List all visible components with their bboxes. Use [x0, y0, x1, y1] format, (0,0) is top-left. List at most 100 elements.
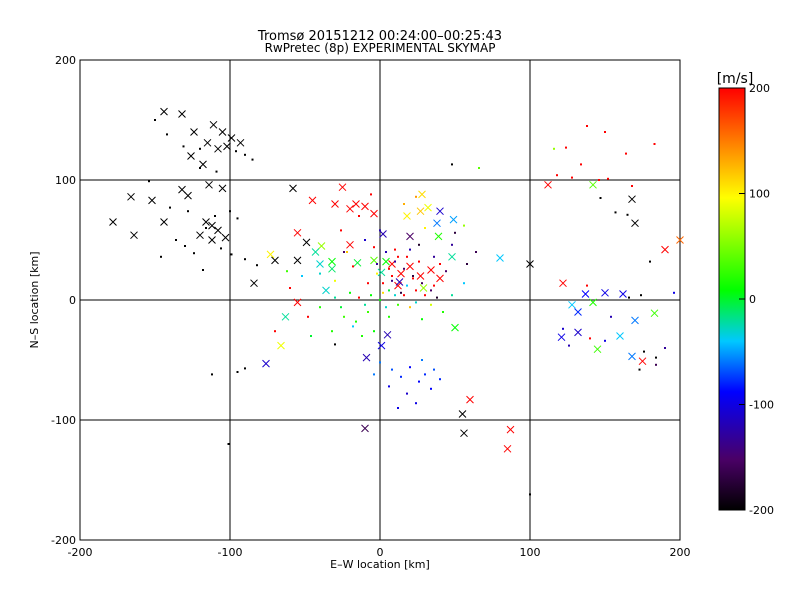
data-point-dot — [364, 303, 366, 306]
data-point-dot — [340, 306, 342, 309]
data-point-x-marker — [436, 207, 444, 216]
x-tick-label: 200 — [670, 546, 691, 559]
data-point-dot — [376, 272, 378, 275]
data-point-dot — [148, 180, 150, 183]
data-point-dot — [349, 291, 351, 294]
x-tick-label: -100 — [218, 546, 243, 559]
data-point-dot — [529, 493, 531, 496]
colorbar-tick-label: 100 — [749, 188, 770, 201]
data-point-dot — [604, 339, 606, 342]
data-point-dot — [346, 251, 348, 253]
data-point-x-marker — [466, 395, 474, 404]
data-point-dot — [598, 179, 600, 181]
data-point-x-marker — [178, 185, 186, 194]
data-point-dot — [274, 330, 276, 333]
data-point-x-marker — [302, 238, 311, 247]
data-point-x-marker — [209, 120, 218, 129]
data-point-dot — [334, 296, 336, 299]
data-point-x-marker — [418, 190, 426, 199]
data-point-dot — [220, 247, 222, 250]
data-point-dot — [653, 143, 656, 145]
data-point-dot — [358, 296, 360, 299]
data-point-dot — [343, 251, 345, 253]
data-point-x-marker — [589, 298, 597, 307]
data-point-dot — [478, 167, 480, 169]
data-point-dot — [424, 373, 426, 376]
data-point-dot — [379, 229, 381, 232]
data-point-x-marker — [676, 236, 684, 244]
data-point-dot — [475, 251, 477, 253]
data-point-dot — [614, 211, 617, 214]
data-point-dot — [406, 284, 408, 287]
data-point-x-marker — [214, 226, 222, 235]
data-point-x-marker — [419, 284, 428, 292]
data-point-dot — [331, 330, 333, 333]
data-point-dot — [415, 402, 417, 405]
data-point-dot — [256, 264, 258, 267]
data-point-dot — [553, 147, 555, 150]
data-point-dot — [251, 158, 254, 161]
data-point-x-marker — [581, 290, 590, 298]
y-tick-label: 200 — [55, 54, 76, 67]
data-point-dot — [182, 145, 185, 148]
data-point-x-marker — [631, 316, 639, 325]
data-point-dot — [370, 294, 372, 297]
data-point-dot — [202, 269, 204, 271]
data-point-dot — [235, 150, 237, 153]
data-point-x-marker — [434, 232, 443, 241]
data-point-dot — [433, 284, 435, 287]
data-point-dot — [391, 279, 393, 282]
data-point-x-marker — [316, 260, 324, 268]
data-point-x-marker — [293, 228, 302, 237]
data-point-dot — [433, 255, 435, 258]
data-point-x-marker — [395, 278, 404, 286]
data-point-dot — [373, 373, 375, 376]
data-point-dot — [463, 282, 465, 285]
data-point-dot — [580, 163, 582, 166]
data-point-dot — [379, 299, 381, 301]
colorbar-tick-label: -200 — [749, 504, 774, 517]
data-point-dot — [352, 265, 354, 268]
data-point-dot — [604, 131, 606, 133]
data-point-x-marker — [628, 195, 636, 204]
data-point-dot — [565, 146, 567, 149]
data-point-dot — [403, 267, 405, 270]
data-point-x-marker — [328, 257, 336, 266]
data-point-x-marker — [433, 219, 441, 228]
data-point-x-marker — [506, 425, 515, 434]
data-point-x-marker — [416, 272, 425, 280]
data-point-dot — [230, 253, 233, 256]
data-point-x-marker — [361, 424, 369, 433]
data-point-x-marker — [352, 200, 360, 208]
data-point-dot — [166, 133, 168, 136]
data-point-x-marker — [208, 236, 216, 244]
data-point-x-marker — [361, 202, 369, 211]
data-point-x-marker — [338, 183, 347, 192]
data-point-x-marker — [403, 212, 411, 220]
data-point-x-marker — [218, 128, 227, 136]
data-point-x-marker — [109, 218, 117, 226]
data-point-x-marker — [346, 204, 354, 213]
data-point-dot — [439, 378, 441, 381]
data-point-dot — [421, 318, 423, 321]
data-point-dot — [319, 306, 321, 309]
data-point-dot — [571, 176, 573, 179]
x-axis-label: E–W location [km] — [330, 558, 430, 571]
data-point-dot — [388, 267, 390, 270]
data-point-dot — [310, 335, 312, 337]
data-point-x-marker — [589, 180, 597, 189]
data-point-dot — [154, 119, 156, 121]
data-point-x-marker — [638, 357, 647, 366]
data-point-x-marker — [293, 298, 302, 307]
data-point-dot — [655, 363, 657, 366]
data-point-x-marker — [460, 429, 468, 438]
data-point-x-marker — [383, 330, 392, 339]
data-point-dot — [433, 368, 435, 371]
data-point-dot — [466, 263, 468, 265]
data-point-x-marker — [281, 312, 290, 321]
data-point-dot — [610, 315, 612, 318]
data-point-dot — [394, 248, 396, 251]
data-point-x-marker — [127, 192, 135, 201]
data-point-x-marker — [601, 288, 609, 297]
data-point-dot — [352, 325, 354, 328]
